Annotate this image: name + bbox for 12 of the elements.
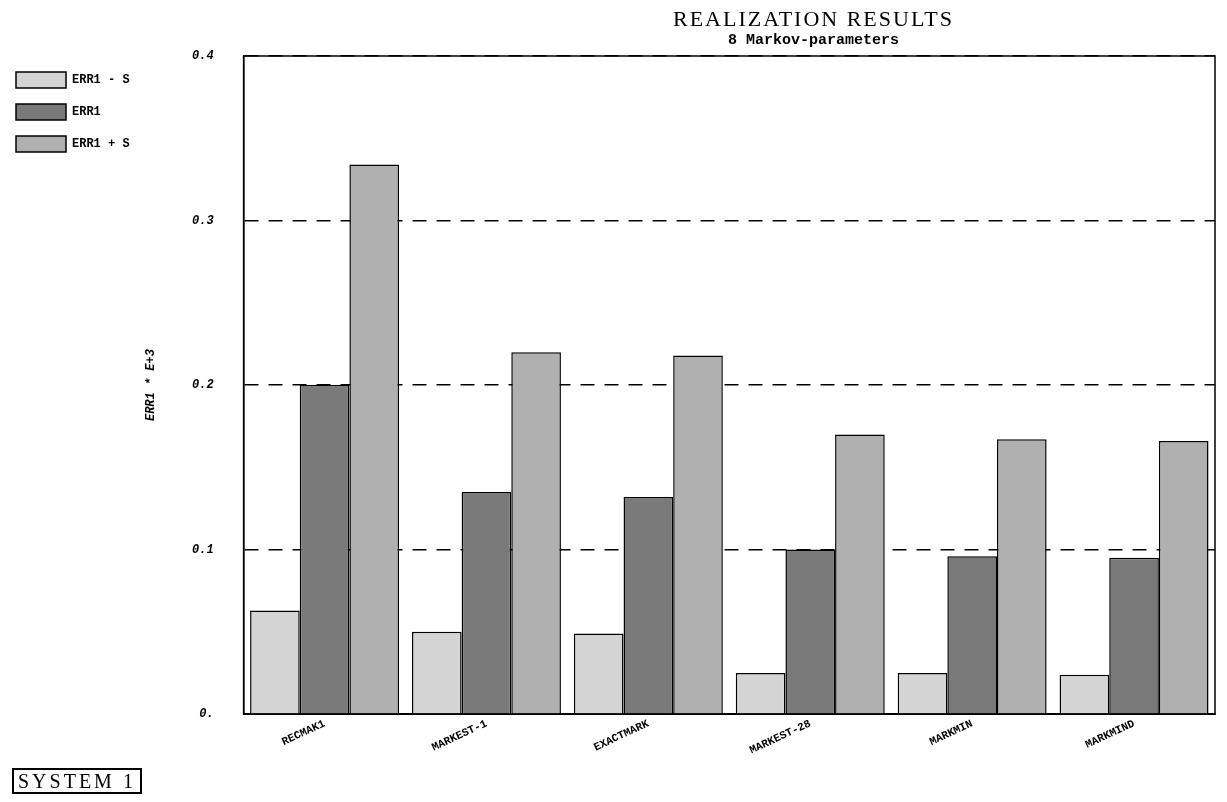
y-tick-label: 0.3 <box>192 213 214 228</box>
y-tick-label: 0.4 <box>192 49 214 64</box>
chart-title: REALIZATION RESULTS <box>672 6 955 32</box>
legend-label: ERR1 <box>72 105 101 120</box>
legend-label: ERR1 - S <box>72 73 130 88</box>
legend-label: ERR1 + S <box>72 137 130 152</box>
y-tick-label: 0.1 <box>192 542 214 557</box>
y-axis-title: ERR1 * E+3 <box>143 349 158 422</box>
text: SYSTEM 1 <box>12 768 142 794</box>
y-tick-label: 0.2 <box>192 378 214 393</box>
chart-subtitle: 8 Markov-parameters <box>727 32 900 49</box>
y-tick-label: 0. <box>199 707 214 722</box>
